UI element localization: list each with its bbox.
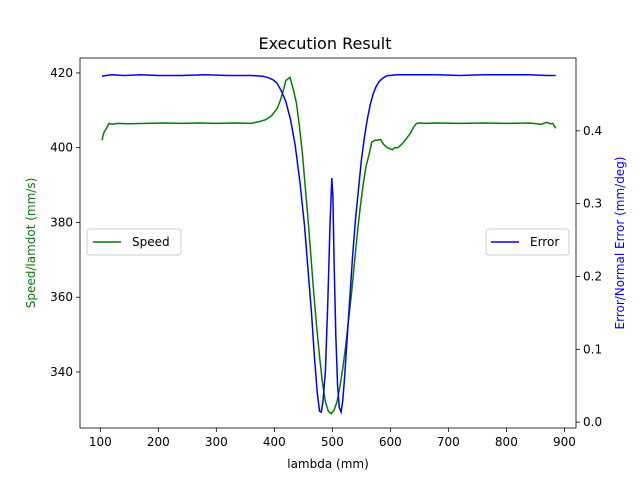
y-left-tick-label: 340 bbox=[50, 365, 73, 379]
y-axis-right-label: Error/Normal Error (mm/deg) bbox=[613, 157, 627, 330]
y-right-tick-label: 0.4 bbox=[583, 124, 602, 138]
y-axis-right: 0.0 0.1 0.2 0.3 0.4 bbox=[576, 124, 602, 429]
plot-area bbox=[101, 74, 557, 415]
y-left-tick-label: 380 bbox=[50, 215, 73, 229]
x-tick-label: 800 bbox=[495, 435, 518, 449]
x-tick-label: 300 bbox=[205, 435, 228, 449]
x-tick-label: 400 bbox=[263, 435, 286, 449]
y-axis-left: 340 360 380 400 420 bbox=[50, 66, 80, 379]
legend-speed-label: Speed bbox=[132, 235, 170, 249]
legend-error-label: Error bbox=[530, 235, 559, 249]
y-right-tick-label: 0.1 bbox=[583, 342, 602, 356]
x-tick-label: 600 bbox=[379, 435, 402, 449]
y-left-tick-label: 360 bbox=[50, 290, 73, 304]
legend-speed: Speed bbox=[86, 228, 182, 256]
y-left-tick-label: 420 bbox=[50, 66, 73, 80]
x-tick-label: 700 bbox=[437, 435, 460, 449]
x-tick-label: 900 bbox=[553, 435, 576, 449]
x-tick-label: 200 bbox=[147, 435, 170, 449]
legend-error: Error bbox=[485, 228, 570, 256]
chart-title: Execution Result bbox=[258, 34, 391, 53]
error-series-line bbox=[101, 74, 556, 415]
y-right-tick-label: 0.2 bbox=[583, 270, 602, 284]
y-right-tick-label: 0.3 bbox=[583, 197, 602, 211]
plot-frame bbox=[79, 57, 577, 429]
y-left-tick-label: 400 bbox=[50, 141, 73, 155]
x-tick-label: 500 bbox=[321, 435, 344, 449]
x-axis: 100 200 300 400 500 600 700 800 900 bbox=[89, 428, 576, 449]
y-axis-left-label: Speed/lamdot (mm/s) bbox=[24, 178, 38, 309]
speed-series-line bbox=[101, 76, 557, 415]
y-right-tick-label: 0.0 bbox=[583, 415, 602, 429]
x-tick-label: 100 bbox=[89, 435, 112, 449]
x-axis-label: lambda (mm) bbox=[287, 457, 369, 471]
